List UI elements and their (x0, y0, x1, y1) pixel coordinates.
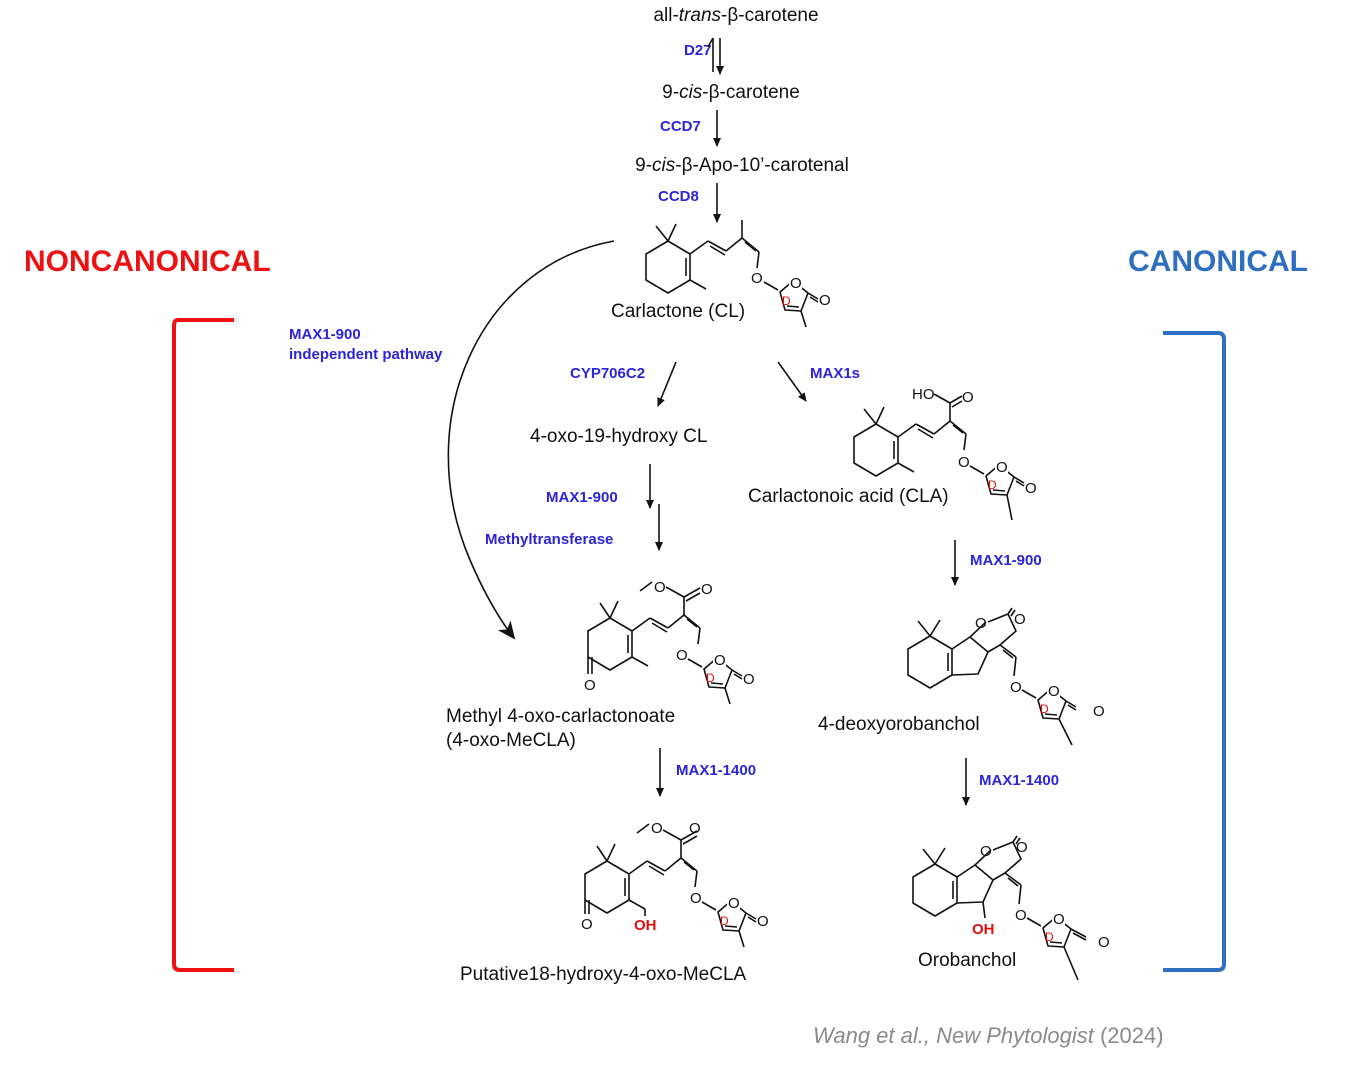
independent-pathway-arrow (447, 240, 615, 640)
carlactone-label: Carlactone (CL) (611, 301, 745, 322)
orobanchol-structure: O O OH O O O D (912, 835, 1110, 981)
svg-text:O: O (743, 671, 755, 688)
svg-text:O: O (1010, 679, 1022, 696)
svg-text:OH: OH (972, 921, 995, 938)
svg-text:O: O (1014, 611, 1026, 628)
svg-text:O: O (757, 913, 769, 930)
oxo-hydroxy-cl-label: 4-oxo-19-hydroxy CL (530, 426, 707, 447)
svg-text:O: O (654, 579, 666, 596)
4-deoxyorobanchol-label: 4-deoxyorobanchol (818, 714, 980, 735)
svg-text:D: D (1040, 702, 1049, 716)
enzyme-methyltransferase: Methyltransferase (485, 531, 613, 548)
apo-carotenal-label: 9-cis-β-Apo-10’-carotenal (635, 155, 849, 176)
carlactone-structure: O O O D (645, 220, 831, 328)
carlactonoic-acid-label: Carlactonoic acid (CLA) (748, 486, 949, 507)
methyl-4-oxo-carlactonoate-label: Methyl 4-oxo-carlactonoate (446, 706, 675, 727)
nine-cis-beta-carotene-label: 9-cis-β-carotene (662, 82, 800, 103)
enzyme-ccd7: CCD7 (660, 118, 701, 135)
svg-text:O: O (701, 581, 713, 598)
noncanonical-title: NONCANONICAL (24, 245, 271, 278)
canonical-bracket (1163, 331, 1226, 972)
noncanonical-bracket (172, 318, 234, 972)
enzyme-max1-900-left: MAX1-900 (546, 489, 618, 506)
enzyme-d27: D27 (684, 42, 712, 59)
svg-text:O: O (975, 615, 987, 632)
max1s-arrow (777, 361, 807, 402)
svg-text:O: O (581, 916, 593, 933)
svg-text:O: O (751, 270, 763, 287)
svg-text:O: O (980, 843, 992, 860)
putative-18-hydroxy-4-oxo-mecla-structure: O OH O O O O O D (581, 820, 769, 948)
enzyme-max1-1400-right: MAX1-1400 (979, 772, 1059, 789)
citation: Wang et al., New Phytologist (2024) (813, 1023, 1164, 1048)
svg-text:O: O (962, 389, 974, 406)
svg-text:D: D (1045, 930, 1054, 944)
svg-text:O: O (1098, 934, 1110, 951)
svg-text:O: O (958, 454, 970, 471)
svg-text:O: O (1053, 911, 1065, 928)
svg-text:O: O (1048, 683, 1060, 700)
4-oxo-mecla-label: (4-oxo-MeCLA) (446, 730, 576, 751)
svg-text:O: O (1093, 703, 1105, 720)
svg-text:O: O (1025, 480, 1037, 497)
svg-text:D: D (782, 294, 791, 308)
enzyme-max1-1400-left: MAX1-1400 (676, 762, 756, 779)
svg-text:O: O (714, 652, 726, 669)
svg-text:D: D (720, 914, 729, 928)
svg-text:O: O (1016, 839, 1028, 856)
enzyme-max1-900-right: MAX1-900 (970, 552, 1042, 569)
svg-text:O: O (690, 890, 702, 907)
svg-text:O: O (1015, 907, 1027, 924)
svg-text:O: O (689, 820, 701, 837)
enzyme-max1-900-independent-line2: independent pathway (289, 346, 443, 363)
svg-text:O: O (728, 895, 740, 912)
orobanchol-label: Orobanchol (918, 950, 1016, 971)
cyp706c2-arrow (657, 361, 677, 407)
svg-text:OH: OH (634, 917, 657, 934)
enzyme-ccd8: CCD8 (658, 188, 699, 205)
svg-text:D: D (988, 478, 997, 492)
svg-text:O: O (676, 647, 688, 664)
svg-text:O: O (996, 459, 1008, 476)
all-trans-beta-carotene-label: all-trans-β-carotene (653, 5, 818, 26)
carlactonoic-acid-structure: HO O O O O D (853, 386, 1037, 521)
svg-text:O: O (790, 275, 802, 292)
enzyme-max1s: MAX1s (810, 365, 860, 382)
putative-18-hydroxy-label: Putative18-hydroxy-4-oxo-MeCLA (460, 964, 747, 985)
methyl-4-oxo-carlactonoate-structure: O O O O O O D (584, 579, 755, 705)
canonical-title: CANONICAL (1128, 245, 1308, 278)
svg-text:D: D (706, 671, 715, 685)
svg-text:O: O (651, 820, 663, 837)
enzyme-max1-900-independent-line1: MAX1-900 (289, 326, 361, 343)
svg-text:O: O (819, 292, 831, 309)
svg-text:O: O (584, 677, 596, 694)
enzyme-cyp706c2: CYP706C2 (570, 365, 645, 382)
svg-text:HO: HO (912, 386, 935, 403)
4-deoxyorobanchol-structure: O O O O O D (907, 607, 1105, 746)
